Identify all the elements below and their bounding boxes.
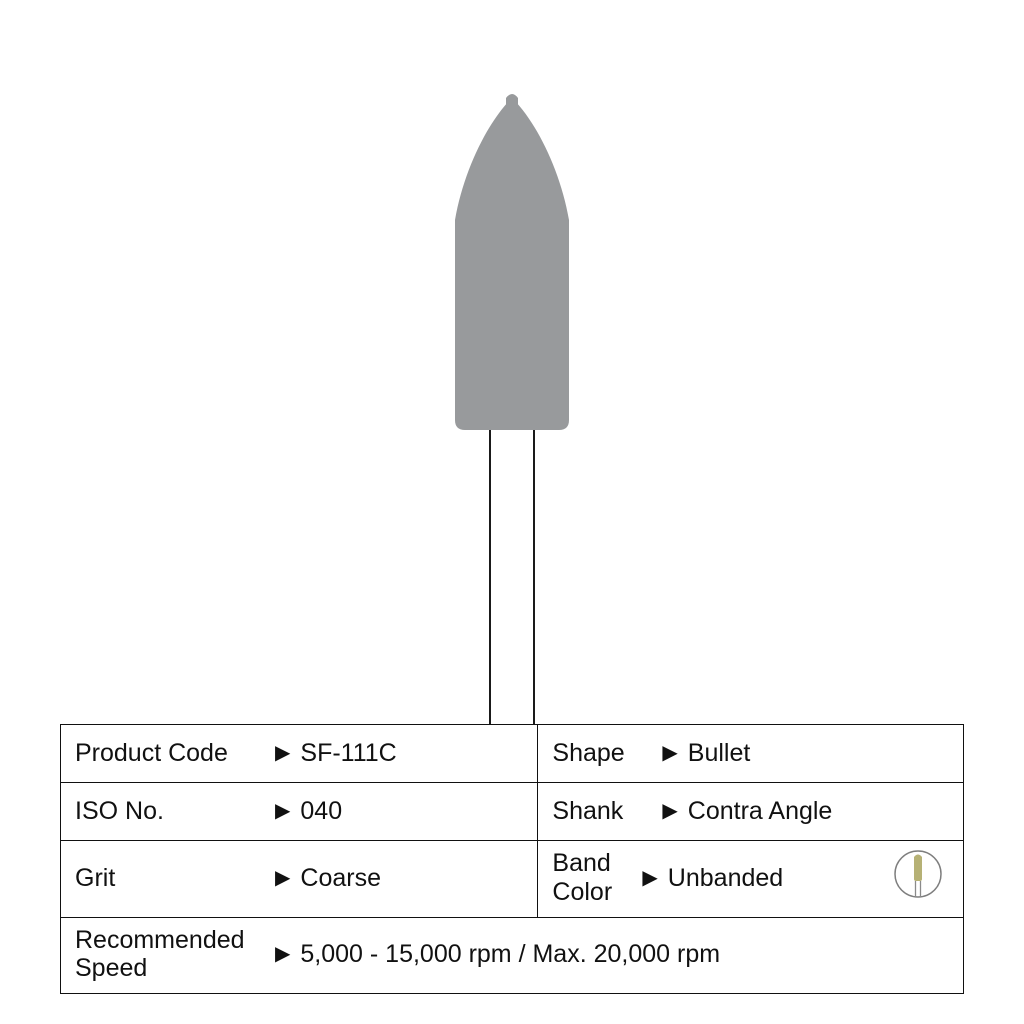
spec-band-color: BandColor ▶ Unbanded [552,849,949,907]
spec-product-code: Product Code ▶ SF-111C [75,733,523,772]
table-row: RecommendedSpeed ▶ 5,000 - 15,000 rpm / … [61,917,964,994]
spec-value: 5,000 - 15,000 rpm / Max. 20,000 rpm [300,939,720,969]
triangle-arrow-icon: ▶ [275,944,290,964]
triangle-arrow-icon: ▶ [275,801,290,821]
bullet-tip-round [506,94,518,110]
triangle-arrow-icon: ▶ [662,801,677,821]
spec-label: BandColor [552,849,632,907]
spec-label: Shape [552,738,652,768]
spec-label: Shank [552,796,652,826]
product-spec-card: Product Code ▶ SF-111C Shape ▶ Bullet IS… [0,0,1024,1024]
triangle-arrow-icon: ▶ [275,868,290,888]
spec-value: 040 [300,796,342,826]
triangle-arrow-icon: ▶ [642,868,657,888]
spec-label: Product Code [75,738,265,768]
table-row: Product Code ▶ SF-111C Shape ▶ Bullet [61,725,964,783]
spec-label: ISO No. [75,796,265,826]
spec-value: Unbanded [668,863,783,893]
spec-label: Grit [75,863,265,893]
spec-shank: Shank ▶ Contra Angle [552,791,949,830]
spec-value: Contra Angle [688,796,833,826]
spec-value: SF-111C [300,738,396,768]
table-row: Grit ▶ Coarse BandColor ▶ Unbanded [61,841,964,918]
band-icon-tip [914,855,922,882]
table-row: ISO No. ▶ 040 Shank ▶ Contra Angle [61,783,964,841]
spec-shape: Shape ▶ Bullet [552,733,949,772]
spec-recommended-speed: RecommendedSpeed ▶ 5,000 - 15,000 rpm / … [75,926,949,984]
triangle-arrow-icon: ▶ [275,743,290,763]
triangle-arrow-icon: ▶ [662,743,677,763]
spec-table: Product Code ▶ SF-111C Shape ▶ Bullet IS… [60,724,964,994]
bullet-head-shape [455,95,569,430]
spec-grit: Grit ▶ Coarse [75,849,523,907]
spec-value: Bullet [688,738,751,768]
spec-value: Coarse [300,863,381,893]
spec-label: RecommendedSpeed [75,926,265,984]
spec-iso-no: ISO No. ▶ 040 [75,791,523,830]
band-color-icon [893,849,943,906]
